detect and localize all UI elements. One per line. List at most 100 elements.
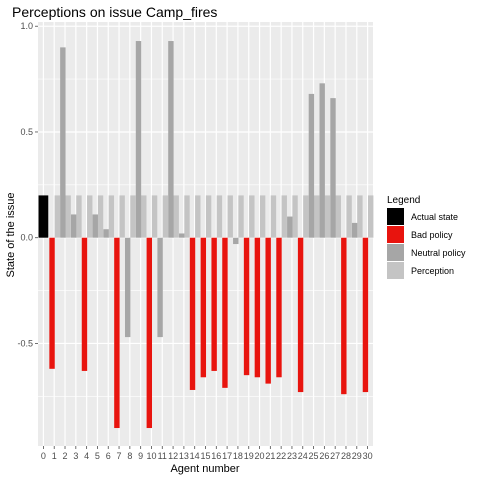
bad-bar-24 — [297, 237, 304, 393]
perception-bar-18 — [238, 195, 244, 238]
bad-bar-30 — [362, 237, 369, 393]
legend-key-perception — [387, 262, 404, 279]
x-tick-label: 16 — [211, 451, 221, 461]
bad-bar-28 — [341, 237, 347, 395]
neutral-bar-12 — [168, 41, 174, 238]
perception-bar-7 — [119, 195, 125, 238]
perception-bar-27 — [335, 195, 341, 238]
y-tick-label: 1.0 — [20, 21, 33, 31]
x-tick-label: 15 — [200, 451, 210, 461]
x-axis-title: Agent number — [170, 463, 239, 475]
perception-bar-11 — [162, 195, 169, 238]
x-tick-label: 22 — [276, 451, 286, 461]
bad-bar-22 — [276, 237, 282, 378]
perception-bar-24 — [303, 195, 309, 238]
x-tick-label: 19 — [244, 451, 254, 461]
y-tick-label: -0.5 — [17, 338, 33, 348]
x-tick-label: 3 — [73, 451, 78, 461]
perception-bar-23 — [292, 195, 298, 238]
x-tick-label: 18 — [233, 451, 243, 461]
neutral-bar-13 — [179, 233, 185, 238]
x-tick-label: 11 — [158, 451, 167, 461]
perception-bar-8 — [130, 195, 136, 238]
perception-bar-5 — [97, 195, 104, 238]
x-tick-label: 7 — [117, 451, 122, 461]
legend-key-bad — [387, 226, 404, 243]
perception-bar-4 — [87, 195, 93, 238]
chart-title: Perceptions on issue Camp_fires — [12, 4, 217, 20]
x-tick-label: 29 — [352, 451, 362, 461]
x-tick-label: 6 — [106, 451, 111, 461]
x-tick-label: 25 — [309, 451, 319, 461]
neutral-bar-8 — [124, 237, 131, 338]
bad-bar-14 — [189, 237, 196, 390]
legend-label-actual: Actual state — [411, 212, 458, 222]
neutral-bar-23 — [287, 216, 293, 238]
perception-bar-20 — [259, 195, 266, 238]
bad-bar-4 — [81, 237, 88, 371]
perception-bar-28 — [346, 195, 352, 238]
x-tick-label: 13 — [179, 451, 189, 461]
perception-bar-6 — [108, 195, 115, 238]
neutral-bar-9 — [135, 41, 142, 238]
legend-key-actual — [387, 208, 404, 225]
x-tick-label: 30 — [363, 451, 373, 461]
perception-bar-16 — [216, 195, 223, 238]
x-tick-label: 2 — [63, 451, 68, 461]
bad-bar-7 — [114, 237, 120, 429]
x-tick-label: 26 — [319, 451, 329, 461]
x-tick-label: 12 — [168, 451, 178, 461]
x-tick-label: 4 — [84, 451, 89, 461]
neutral-bar-29 — [351, 222, 358, 238]
x-tick-label: 24 — [298, 451, 308, 461]
neutral-bar-25 — [308, 93, 315, 238]
y-axis: -0.5 0.0 0.5 1.0 — [17, 21, 38, 348]
perception-bar-25 — [313, 195, 320, 238]
neutral-bar-11 — [157, 237, 163, 338]
x-tick-label: 9 — [138, 451, 143, 461]
actual-bar-0 — [38, 195, 49, 238]
neutral-bar-18 — [233, 237, 239, 245]
legend-label-neutral: Neutral policy — [411, 248, 466, 258]
perception-bar-15 — [205, 195, 212, 238]
perception-bar-19 — [249, 195, 255, 238]
perception-bar-2 — [65, 195, 71, 238]
legend-title: Legend — [387, 195, 420, 206]
bad-bar-19 — [243, 237, 250, 376]
perception-bar-21 — [270, 195, 277, 238]
x-tick-label: 8 — [127, 451, 132, 461]
y-tick-label: 0.5 — [20, 127, 33, 137]
perception-bar-30 — [367, 195, 374, 238]
x-tick-label: 28 — [341, 451, 351, 461]
x-tick-label: 21 — [265, 451, 275, 461]
y-tick-label: 0.0 — [20, 233, 33, 243]
perception-bar-26 — [324, 195, 331, 238]
bars — [38, 41, 374, 429]
legend-label-perception: Perception — [411, 266, 454, 276]
perception-bar-29 — [357, 195, 363, 238]
x-tick-label: 1 — [52, 451, 57, 461]
legend-key-neutral — [387, 244, 404, 261]
bad-bar-1 — [49, 237, 55, 369]
perception-bar-3 — [76, 195, 82, 238]
x-tick-label: 20 — [255, 451, 265, 461]
perception-bar-14 — [195, 195, 201, 238]
neutral-bar-3 — [70, 214, 77, 238]
neutral-bar-2 — [60, 47, 66, 238]
legend-label-bad: Bad policy — [411, 230, 453, 240]
x-tick-label: 27 — [330, 451, 340, 461]
perception-bar-17 — [227, 195, 233, 238]
x-tick-label: 17 — [222, 451, 232, 461]
neutral-bar-5 — [92, 214, 98, 238]
bad-bar-17 — [222, 237, 228, 388]
x-tick-label: 23 — [287, 451, 297, 461]
x-tick-label: 0 — [41, 451, 46, 461]
x-tick-label: 10 — [146, 451, 156, 461]
neutral-bar-26 — [319, 83, 325, 238]
legend: Legend Actual state Bad policy Neutral pol… — [387, 195, 466, 279]
y-axis-title: State of the issue — [5, 193, 17, 278]
perception-bar-9 — [141, 195, 147, 238]
perception-bar-22 — [281, 195, 287, 238]
perception-bar-10 — [151, 195, 158, 238]
